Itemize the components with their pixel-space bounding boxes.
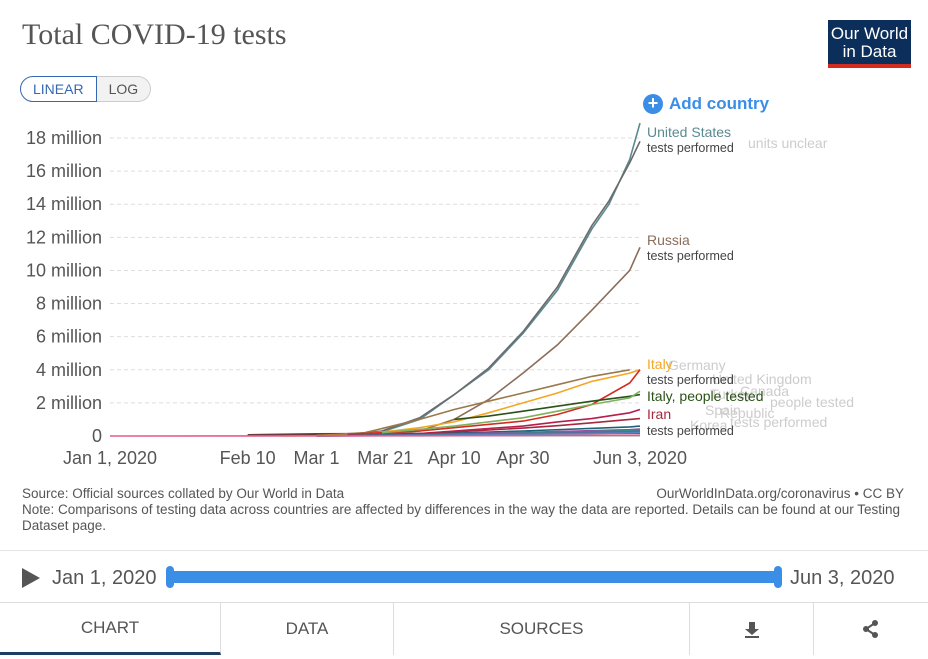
x-tick-label: Feb 10 (220, 448, 276, 468)
share-icon (863, 620, 878, 638)
y-tick-label: 16 million (26, 161, 102, 181)
owid-logo[interactable]: Our World in Data (828, 20, 911, 68)
y-tick-label: 6 million (36, 327, 102, 347)
line-chart: 0 2 million 4 million 6 million 8 million 10 … (26, 122, 854, 468)
x-tick-label: Apr 10 (428, 448, 481, 468)
timeline-end-handle[interactable] (774, 566, 782, 588)
plus-circle-icon: + (643, 94, 663, 114)
faded-series-label: United Kingdom (712, 371, 812, 387)
license-link[interactable]: OurWorldInData.org/coronavirus • CC BY (656, 486, 904, 501)
series-line-united-states (316, 122, 641, 437)
x-tick-label: Apr 30 (496, 448, 549, 468)
chart-footnote: Source: Official sources collated by Our… (22, 486, 904, 534)
series-label-italy: Italy (647, 356, 673, 372)
download-icon (744, 622, 759, 638)
faded-series-label: Turkey (710, 386, 752, 402)
linear-scale-button[interactable]: LINEAR (20, 76, 97, 102)
y-tick-label: 12 million (26, 227, 102, 247)
series-sublabel: tests performed (647, 373, 734, 387)
x-tick-label: Jun 3, 2020 (593, 448, 687, 468)
share-button[interactable] (814, 603, 928, 655)
faded-series-label: Spain (705, 402, 741, 418)
series-sublabel: tests performed (647, 141, 734, 155)
y-tick-label: 4 million (36, 360, 102, 380)
tab-sources[interactable]: SOURCES (394, 603, 690, 655)
tab-chart[interactable]: CHART (0, 603, 221, 655)
logo-line-2: in Data (842, 42, 897, 61)
note-text: Note: Comparisons of testing data across… (22, 502, 901, 533)
timeline: Jan 1, 2020 Jun 3, 2020 (0, 550, 928, 603)
series-line-unlabeled-3 (316, 369, 630, 437)
bottom-tabs: CHART DATA SOURCES (0, 602, 928, 659)
series-sublabel: tests performed (647, 249, 734, 263)
add-country-button[interactable]: + Add country (643, 94, 769, 114)
timeline-end-label: Jun 3, 2020 (790, 567, 895, 589)
timeline-start-label: Jan 1, 2020 (52, 567, 157, 589)
series-line-russia (364, 246, 641, 437)
faded-series-label: people tested (770, 394, 854, 410)
faded-series-label: Republic (720, 405, 774, 421)
timeline-range-bar[interactable] (170, 571, 778, 583)
series-line-italy-people-tested (454, 393, 641, 421)
series-line-unlabeled-1 (316, 140, 641, 437)
faded-series-label: Korea (690, 417, 728, 433)
add-country-label: Add country (669, 94, 770, 113)
series-label-united-states: United States (647, 124, 731, 140)
y-tick-label: 0 (92, 426, 102, 446)
download-button[interactable] (690, 603, 814, 655)
faded-series-label: Canada (740, 383, 789, 399)
series-label-russia: Russia (647, 232, 690, 248)
y-tick-label: 18 million (26, 128, 102, 148)
y-tick-label: 2 million (36, 393, 102, 413)
series-line-unlabeled-7 (381, 390, 641, 434)
series-label-iran: Iran (647, 406, 671, 422)
series-line-unlabeled-15 (109, 434, 641, 437)
faded-series-label: units unclear (748, 135, 828, 151)
log-scale-button[interactable]: LOG (96, 76, 152, 102)
chart-title: Total COVID-19 tests (22, 18, 287, 51)
faded-series-label: Germany (668, 357, 726, 373)
timeline-start-handle[interactable] (166, 566, 174, 588)
play-icon[interactable] (22, 568, 40, 588)
x-tick-label: Mar 21 (357, 448, 413, 468)
x-tick-label: Jan 1, 2020 (63, 448, 157, 468)
source-text: Source: Official sources collated by Our… (22, 486, 345, 501)
scale-toggle: LINEAR LOG (20, 76, 152, 102)
x-tick-label: Mar 1 (293, 448, 339, 468)
y-tick-label: 10 million (26, 260, 102, 280)
series-line-unlabeled-5 (347, 369, 641, 436)
y-tick-label: 8 million (36, 294, 102, 314)
tab-data[interactable]: DATA (221, 603, 394, 655)
series-label-italy-people-tested: Italy, people tested (647, 388, 763, 404)
logo-line-1: Our World (830, 24, 909, 43)
faded-series-label: tests performed (730, 414, 827, 430)
y-tick-label: 14 million (26, 194, 102, 214)
series-sublabel: tests performed (647, 424, 734, 438)
